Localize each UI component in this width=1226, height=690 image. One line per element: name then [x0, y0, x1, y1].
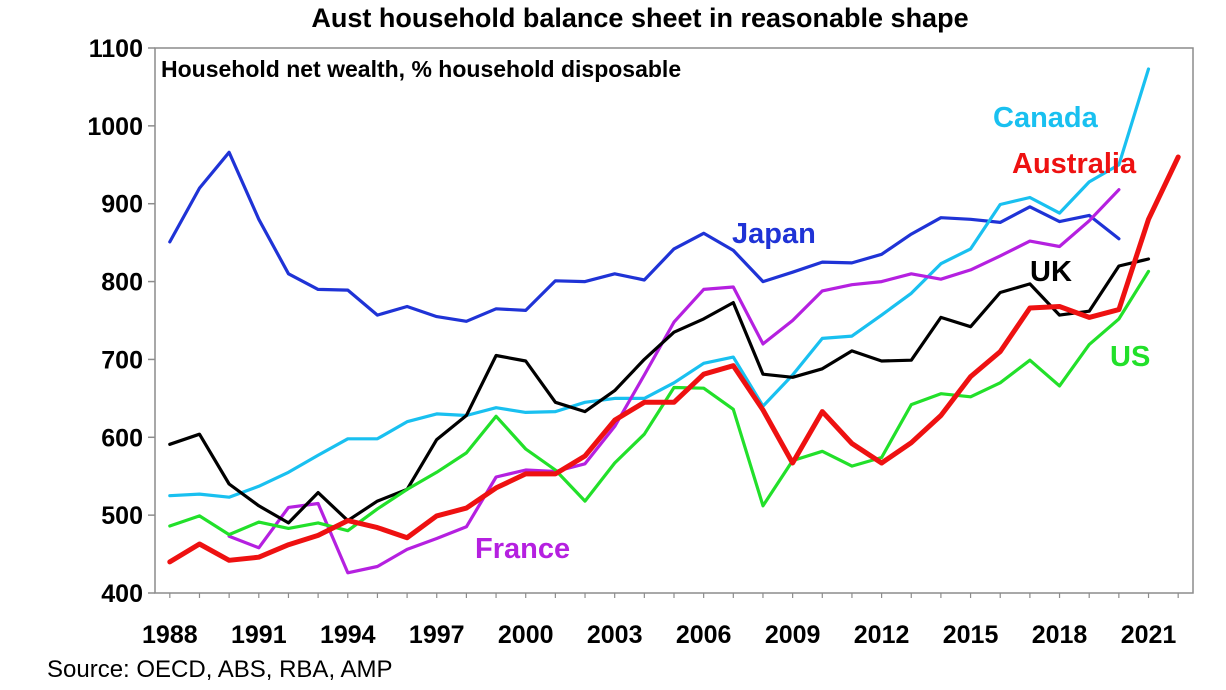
x-tick-label: 1988: [142, 621, 198, 649]
series-line-canada: [168, 67, 1151, 499]
series-label-japan: Japan: [732, 218, 816, 250]
series-label-france: France: [475, 533, 570, 565]
x-tick-label: 2006: [676, 621, 732, 649]
series-label-canada: Canada: [993, 102, 1099, 134]
x-tick-label: 2009: [765, 621, 821, 649]
x-tick-label: 1997: [409, 621, 465, 649]
x-tick-label: 2000: [498, 621, 554, 649]
series-label-us: US: [1110, 341, 1150, 373]
series-label-uk: UK: [1030, 256, 1072, 288]
y-tick-label: 1100: [89, 35, 143, 63]
y-tick-label: 900: [101, 191, 143, 219]
x-tick-label: 1994: [320, 621, 376, 649]
y-tick-label: 800: [101, 269, 143, 297]
x-tick-label: 2012: [854, 621, 910, 649]
series-line-france: [227, 188, 1121, 575]
source-note: Source: OECD, ABS, RBA, AMP: [47, 656, 392, 683]
chart-subtitle: Household net wealth, % household dispos…: [161, 56, 681, 82]
x-tick-label: 2021: [1121, 621, 1177, 649]
x-tick-label: 2003: [587, 621, 643, 649]
series-labels: Japan Canada Australia UK US France: [475, 102, 1150, 565]
series-line-australia: [167, 154, 1181, 565]
y-tick-label: 400: [101, 580, 143, 608]
series-group: [167, 67, 1181, 575]
series-line-uk: [168, 257, 1151, 525]
axis-ticks: 400 500 600 700 800 900 1000 1100 1988 1991 1994 19…: [87, 35, 1179, 649]
y-tick-label: 600: [101, 424, 143, 452]
x-tick-label: 2015: [943, 621, 999, 649]
x-tick-label: 1991: [231, 621, 287, 649]
x-tick-label: 2018: [1032, 621, 1088, 649]
series-line-japan: [168, 150, 1121, 323]
y-tick-label: 1000: [87, 113, 143, 141]
series-label-australia: Australia: [1012, 148, 1137, 180]
chart-title: Aust household balance sheet in reasonab…: [311, 3, 968, 33]
y-tick-label: 700: [101, 346, 143, 374]
y-tick-label: 500: [101, 502, 143, 530]
